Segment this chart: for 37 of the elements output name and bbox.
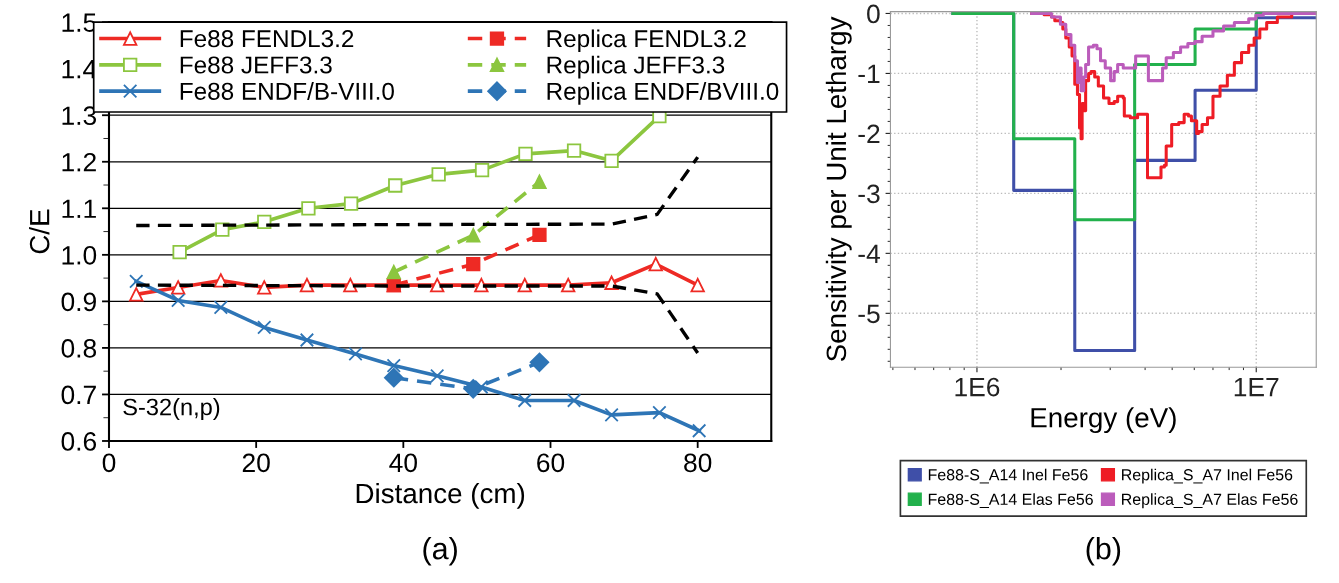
legend-label: Fe88-S_A14 Inel Fe56 [928,468,1088,484]
y-tick-label: 1.0 [62,245,97,265]
x-tick-label: 0 [102,453,116,473]
y-tick-label: -5 [858,304,880,324]
x-tick-label: 1E7 [1234,377,1279,397]
y-tick-label: -1 [858,64,880,83]
y-tick-label: -3 [858,184,880,204]
y-tick-label: 0 [867,4,880,24]
x-tick-label: 20 [242,453,270,473]
text: (a) [423,537,457,566]
x-tick-label: 1E6 [955,377,1000,397]
annotation: S-32(n,p) [123,398,220,421]
legend-label: Fe88 JEFF3.3 [180,56,332,74]
y-axis-title: Sensitivity per Unit Lethargy [825,16,852,362]
y-tick-label: 1.2 [62,152,96,172]
legend-label: Replica_S_A7 Inel Fe56 [1122,468,1293,484]
x-axis-title: Energy (eV) [1031,407,1176,434]
y-tick-label: -2 [858,124,880,143]
x-tick-label: 40 [389,453,417,473]
x-tick-label: 60 [537,453,565,473]
legend-label: Replica_S_A7 Elas Fe56 [1122,493,1298,509]
y-tick-label: 1.1 [62,199,96,218]
y-axis-title: C/E [29,209,50,254]
legend-label: Replica JEFF3.3 [547,55,725,79]
legend-label: Fe88 ENDF/B-VIII.0 [180,82,394,100]
legend-label: Fe88-S_A14 Elas Fe56 [928,493,1093,508]
legend-label: Replica FENDL3.2 [547,29,746,53]
legend-label: Replica ENDF/BVIII.0 [547,82,779,105]
x-axis-title: Distance (cm) [356,482,525,509]
y-tick-label: -4 [858,244,880,263]
y-tick-label: 0.9 [61,292,96,312]
legend-label: Fe88 FENDL3.2 [180,30,354,48]
y-tick-label: 0.6 [61,432,97,451]
x-tick-label: 80 [684,453,712,473]
text: (b) [1086,537,1121,566]
y-tick-label: 0.8 [61,339,97,358]
y-tick-label: 0.7 [61,385,96,405]
